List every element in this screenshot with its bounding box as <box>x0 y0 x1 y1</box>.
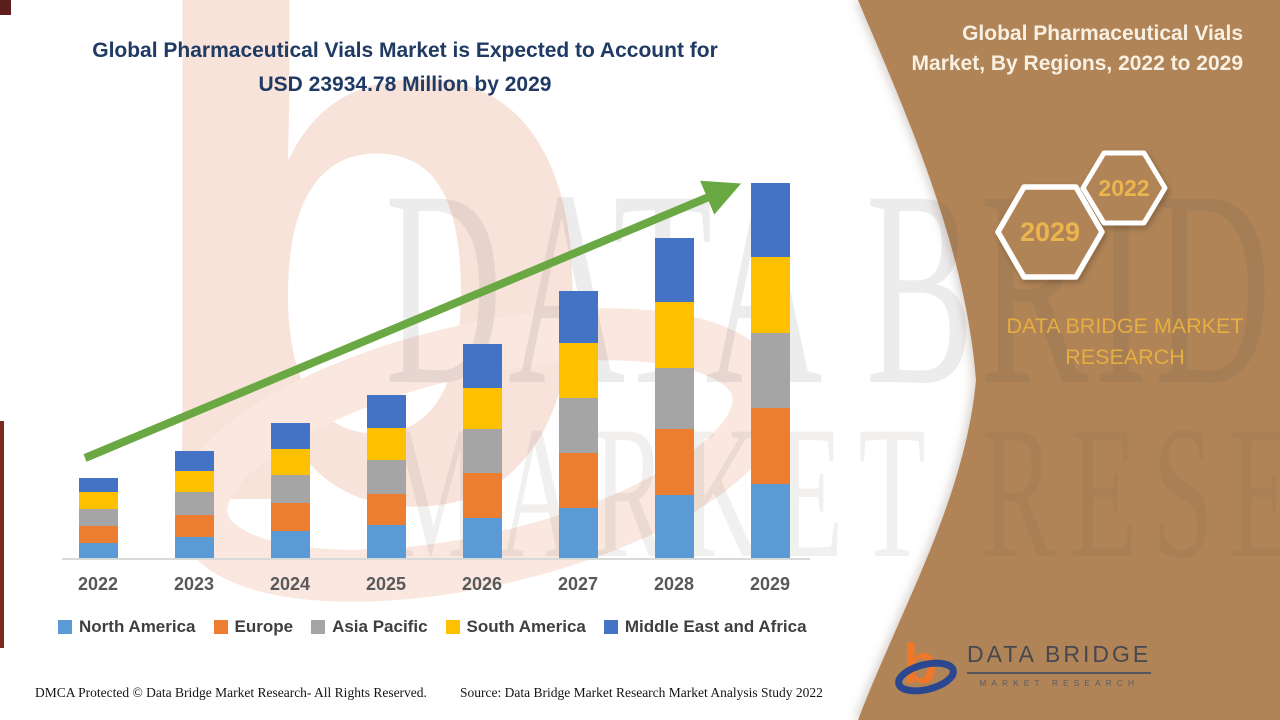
logo-wordmark: DATA BRIDGE <box>967 641 1152 674</box>
left-edge-accent-strip <box>0 421 4 648</box>
x-axis-label-2024: 2024 <box>269 574 311 594</box>
bar-2028-segment-middle-east-and-africa <box>654 238 694 303</box>
bar-2023 <box>174 450 214 558</box>
logo-swoosh <box>895 659 957 695</box>
x-axis-label-2025: 2025 <box>365 574 407 594</box>
bar-2023-segment-north-america <box>174 536 214 558</box>
bar-2023-segment-south-america <box>174 470 214 492</box>
x-axis-label-2028: 2028 <box>653 574 695 594</box>
page-title: Global Pharmaceutical Vials Market is Ex… <box>60 34 750 102</box>
bar-2023-segment-europe <box>174 514 214 537</box>
source-note: Source: Data Bridge Market Research Mark… <box>460 685 823 700</box>
bar-2029 <box>750 183 790 558</box>
legend-item-south-america: South America <box>445 617 586 637</box>
bar-2028-segment-south-america <box>654 302 694 368</box>
bar-2022-segment-north-america <box>78 542 118 558</box>
bar-2025-segment-south-america <box>366 427 406 460</box>
bar-2029-segment-south-america <box>750 257 790 334</box>
bar-2025-segment-north-america <box>366 524 406 558</box>
legend-swatch-south-america <box>445 620 460 634</box>
side-panel-title: Global Pharmaceutical Vials Market, By R… <box>823 19 1243 79</box>
bar-2026-segment-asia-pacific <box>462 428 502 473</box>
legend-swatch-north-america <box>58 620 72 634</box>
bar-2029-segment-middle-east-and-africa <box>750 183 790 258</box>
bar-2024-segment-middle-east-and-africa <box>270 422 310 449</box>
bar-2027-segment-asia-pacific <box>558 397 598 453</box>
legend-swatch-middle-east-and-africa <box>603 620 618 634</box>
legend-label-asia-pacific: Asia Pacific <box>332 617 428 636</box>
logo-subtitle: MARKET RESEARCH <box>979 678 1140 688</box>
brand-text: DATA BRIDGE MARKET RESEARCH <box>1006 314 1244 369</box>
bar-2028 <box>654 238 694 558</box>
bar-2023-segment-middle-east-and-africa <box>174 450 214 471</box>
bar-2024-segment-north-america <box>270 530 310 558</box>
bar-2026-segment-south-america <box>462 387 502 429</box>
bar-2026-segment-middle-east-and-africa <box>462 344 502 388</box>
bar-2027-segment-middle-east-and-africa <box>558 291 598 344</box>
side-panel-title-line1: Global Pharmaceutical Vials <box>962 22 1243 45</box>
corner-accent-mark <box>0 0 11 15</box>
databridge-logo-icon: b <box>895 633 957 695</box>
x-axis-label-2023: 2023 <box>173 574 215 594</box>
x-axis-label-2022: 2022 <box>77 574 119 594</box>
bar-2023-segment-asia-pacific <box>174 491 214 515</box>
bar-2027 <box>558 291 598 558</box>
x-axis-label-2027: 2027 <box>557 574 599 594</box>
x-axis-line <box>62 558 810 560</box>
legend-item-north-america: North America <box>58 617 196 637</box>
bar-2028-segment-north-america <box>654 494 694 558</box>
bar-2025-segment-middle-east-and-africa <box>366 394 406 428</box>
bar-2024-segment-europe <box>270 502 310 531</box>
bar-2028-segment-asia-pacific <box>654 367 694 429</box>
bar-2029-segment-asia-pacific <box>750 333 790 408</box>
legend-item-asia-pacific: Asia Pacific <box>311 617 428 637</box>
bar-2025 <box>366 394 406 558</box>
legend-label-europe: Europe <box>234 617 294 636</box>
bar-2022-segment-middle-east-and-africa <box>78 477 118 492</box>
x-axis-label-2029: 2029 <box>749 574 791 594</box>
bar-2027-segment-north-america <box>558 507 598 558</box>
side-panel-title-line2: Market, By Regions, 2022 to 2029 <box>911 52 1243 75</box>
legend-label-south-america: South America <box>466 617 586 636</box>
bar-2024-segment-south-america <box>270 448 310 475</box>
bar-2027-segment-south-america <box>558 343 598 398</box>
bar-2024 <box>270 422 310 558</box>
legend-label-north-america: North America <box>79 617 196 636</box>
legend-swatch-asia-pacific <box>311 620 326 634</box>
bar-2022-segment-asia-pacific <box>78 508 118 526</box>
bar-2028-segment-europe <box>654 428 694 495</box>
bar-2029-segment-north-america <box>750 483 790 558</box>
bar-2026-segment-europe <box>462 472 502 518</box>
databridge-logo: b DATA BRIDGE MARKET RESEARCH <box>893 633 1152 695</box>
legend-item-europe: Europe <box>213 617 294 637</box>
bar-2026 <box>462 344 502 558</box>
page-title-line1: Global Pharmaceutical Vials Market is Ex… <box>92 39 718 62</box>
legend-item-middle-east-and-africa: Middle East and Africa <box>603 617 807 637</box>
x-axis-label-2026: 2026 <box>461 574 503 594</box>
legend-label-middle-east-and-africa: Middle East and Africa <box>624 617 807 636</box>
bar-2025-segment-asia-pacific <box>366 459 406 494</box>
chart-legend: North America Europe Asia Pacific South Ame… <box>58 617 858 637</box>
bar-2022-segment-south-america <box>78 491 118 509</box>
bar-2026-segment-north-america <box>462 517 502 558</box>
bar-2027-segment-europe <box>558 452 598 508</box>
dmca-notice: DMCA Protected © Data Bridge Market Rese… <box>35 685 427 700</box>
bar-2022 <box>78 477 118 558</box>
bar-2024-segment-asia-pacific <box>270 474 310 503</box>
legend-swatch-europe <box>213 620 228 634</box>
bar-2022-segment-europe <box>78 525 118 543</box>
page-title-line2: USD 23934.78 Million by 2029 <box>258 73 552 96</box>
bar-2025-segment-europe <box>366 493 406 525</box>
bar-2029-segment-europe <box>750 407 790 484</box>
